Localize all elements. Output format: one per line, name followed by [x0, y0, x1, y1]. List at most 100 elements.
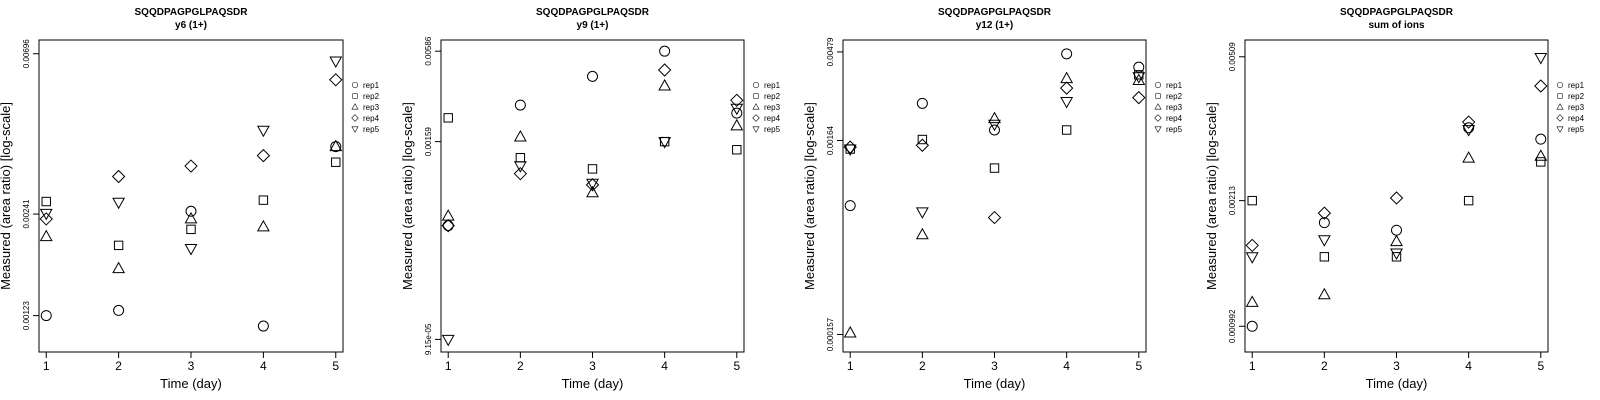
- chart-panel-4: SQQDPAGPGLPAQSDR sum of ions 1 2 3 4 5 Time (da…: [1204, 7, 1585, 391]
- y-tick-label: 0.000157: [826, 317, 835, 351]
- data-point-rep1: [185, 205, 197, 217]
- legend-label: rep4: [1166, 114, 1183, 123]
- data-point-rep4: [730, 93, 744, 108]
- legend-marker-rep4: [752, 114, 760, 122]
- y-tick-label: 0.00213: [1228, 186, 1237, 215]
- legend-marker-rep3: [1556, 103, 1564, 110]
- data-point-rep2: [1391, 252, 1402, 262]
- chart-subtitle: y6 (1+): [175, 20, 207, 31]
- data-point-rep1: [1061, 48, 1073, 60]
- legend-label: rep5: [764, 125, 781, 134]
- data-point-rep2: [41, 196, 51, 207]
- data-point-rep1: [1246, 320, 1258, 332]
- data-point-rep1: [442, 220, 454, 232]
- data-point-rep3: [1317, 287, 1331, 300]
- legend-marker-rep1: [1154, 81, 1162, 89]
- legend-marker-rep5: [752, 126, 760, 133]
- legend-marker-rep2: [1557, 93, 1563, 99]
- chart-subtitle: y12 (1+): [976, 20, 1014, 31]
- x-axis-label: Time (day): [160, 376, 222, 391]
- plot-frame: [842, 39, 1147, 353]
- y-axis-label: Measured (area ratio) [log-scale]: [400, 102, 415, 290]
- legend-label: rep3: [1568, 103, 1585, 112]
- data-point-rep2: [989, 163, 1000, 173]
- legend-marker-rep5: [1556, 126, 1564, 133]
- legend-marker-rep3: [752, 103, 760, 110]
- legend-label: rep3: [1166, 103, 1183, 112]
- legend-label: rep2: [764, 92, 781, 101]
- data-point-rep5: [915, 207, 929, 219]
- legend-label: rep1: [1166, 81, 1183, 90]
- data-point-rep5: [586, 178, 599, 191]
- data-point-rep3: [915, 227, 929, 240]
- data-point-rep3: [184, 211, 198, 224]
- legend-label: rep4: [764, 114, 781, 123]
- legend-marker-rep4: [1556, 114, 1564, 122]
- legend-marker-rep1: [752, 81, 760, 89]
- x-tick-label: 3: [991, 359, 998, 373]
- x-tick-label: 5: [733, 359, 740, 373]
- chart-title: SQQDPAGPGLPAQSDR: [1340, 7, 1454, 18]
- x-tick-label: 4: [1063, 359, 1070, 373]
- data-point-rep3: [329, 139, 343, 152]
- chart-subtitle: sum of ions: [1368, 20, 1425, 31]
- data-point-rep4: [111, 169, 126, 184]
- data-point-rep5: [1317, 235, 1331, 247]
- data-point-rep3: [441, 209, 455, 221]
- chart-panel-2: SQQDPAGPGLPAQSDR y9 (1+) 1 2 3 4 5 Time (day) 9.…: [400, 7, 781, 391]
- data-point-rep5: [256, 125, 270, 138]
- data-point-rep3: [1245, 295, 1259, 307]
- y-tick-label: 0.00479: [826, 37, 835, 66]
- x-tick-label: 3: [1393, 359, 1400, 373]
- plot-frame: [38, 39, 344, 353]
- chart-title: SQQDPAGPGLPAQSDR: [536, 7, 650, 18]
- data-point-rep5: [1132, 72, 1146, 84]
- data-point-rep4: [256, 148, 271, 163]
- data-point-rep4: [329, 73, 343, 87]
- x-axis-label: Time (day): [964, 376, 1026, 391]
- data-point-rep1: [587, 70, 598, 82]
- data-point-rep4: [1059, 81, 1074, 95]
- y-tick-label: 0.00696: [22, 39, 31, 68]
- data-point-rep4: [915, 138, 930, 152]
- data-point-rep3: [586, 185, 599, 198]
- data-point-rep5: [1534, 53, 1548, 65]
- x-tick-label: 4: [1465, 359, 1472, 373]
- legend-label: rep2: [1568, 92, 1585, 101]
- data-point-rep1: [1318, 217, 1330, 229]
- chart-panel-1: SQQDPAGPGLPAQSDR y6 (1+) 1 2 3 4 5 Time (day) 0.…: [0, 7, 380, 391]
- data-point-rep5: [658, 137, 672, 149]
- data-point-rep2: [1463, 195, 1474, 206]
- x-tick-label: 3: [188, 359, 195, 373]
- y-tick-label: 0.00586: [424, 36, 433, 65]
- data-point-rep1: [659, 45, 671, 57]
- y-tick-label: 9.15e-05: [424, 323, 433, 355]
- x-tick-label: 5: [1135, 359, 1142, 373]
- y-tick-label: 0.00123: [22, 301, 31, 330]
- x-tick-label: 4: [661, 359, 668, 373]
- x-tick-label: 1: [445, 359, 452, 373]
- data-point-rep4: [1317, 206, 1332, 220]
- data-point-rep1: [514, 99, 526, 111]
- data-point-rep4: [513, 166, 528, 181]
- x-tick-label: 5: [332, 359, 339, 373]
- y-axis-label: Measured (area ratio) [log-scale]: [0, 102, 13, 290]
- data-point-rep1: [1391, 224, 1402, 236]
- data-point-rep2: [258, 195, 269, 205]
- data-point-rep2: [515, 153, 526, 163]
- data-point-rep1: [40, 310, 52, 322]
- data-point-rep2: [587, 164, 598, 174]
- data-point-rep5: [513, 161, 527, 173]
- legend-marker-rep3: [1154, 103, 1162, 110]
- data-point-rep4: [1389, 191, 1404, 205]
- x-tick-label: 1: [43, 359, 50, 373]
- x-axis-label: Time (day): [562, 376, 624, 391]
- y-tick-label: 0.00164: [826, 125, 835, 154]
- data-point-rep5: [184, 243, 198, 256]
- data-point-rep4: [1461, 115, 1476, 129]
- data-point-rep2: [331, 157, 341, 167]
- x-tick-label: 1: [1249, 359, 1256, 373]
- y-tick-label: 0.00241: [22, 199, 31, 228]
- data-point-rep3: [39, 229, 53, 242]
- legend-label: rep3: [764, 103, 781, 112]
